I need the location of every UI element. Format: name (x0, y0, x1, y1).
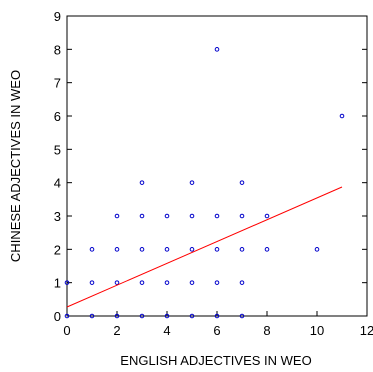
y-tick-label: 6 (54, 109, 61, 124)
y-tick-label: 9 (54, 9, 61, 24)
data-point (339, 113, 345, 119)
data-point (239, 180, 245, 185)
y-tick-label: 4 (54, 176, 61, 191)
x-axis-title: ENGLISH ADJECTIVES IN WEO (120, 353, 311, 368)
data-point (139, 180, 145, 185)
axis-ticks (66, 15, 368, 317)
y-tick-label: 2 (54, 242, 61, 257)
data-point (264, 213, 270, 219)
x-tick-label: 6 (213, 323, 220, 338)
regression-line (66, 186, 343, 308)
data-point (139, 247, 145, 252)
plot-frame (66, 15, 368, 317)
data-point (314, 247, 320, 252)
data-point (114, 313, 120, 319)
data-point (214, 280, 220, 285)
data-point (189, 213, 195, 219)
data-point (164, 313, 170, 319)
data-point (164, 213, 170, 219)
data-point (164, 280, 170, 285)
y-tick-label: 3 (54, 209, 61, 224)
data-point (139, 280, 145, 285)
y-tick-label: 0 (54, 309, 61, 324)
data-point (114, 213, 120, 219)
data-point (214, 213, 220, 219)
y-axis-title: CHINESE ADJECTIVES IN WEO (8, 70, 23, 262)
data-point (189, 180, 195, 185)
y-tick-label: 7 (54, 76, 61, 91)
x-tick-label: 0 (63, 323, 70, 338)
data-point (189, 280, 195, 285)
data-point (239, 280, 245, 285)
data-point (189, 313, 195, 319)
data-point (164, 247, 170, 252)
data-point (139, 213, 145, 219)
x-tick-label: 12 (360, 323, 373, 338)
data-point (239, 213, 245, 219)
y-tick-label: 5 (54, 142, 61, 157)
x-tick-label: 2 (113, 323, 120, 338)
data-point (89, 280, 95, 285)
data-point (89, 313, 95, 319)
x-tick-label: 4 (163, 323, 170, 338)
data-point (214, 47, 220, 52)
data-point (64, 313, 70, 319)
data-point (239, 313, 245, 319)
data-point (214, 247, 220, 252)
data-point (139, 313, 145, 319)
data-point (114, 280, 120, 285)
chart-marks (64, 47, 345, 319)
data-point (114, 247, 120, 252)
data-point (64, 280, 70, 285)
y-tick-label: 8 (54, 42, 61, 57)
data-point (214, 313, 220, 319)
x-tick-label: 8 (263, 323, 270, 338)
x-tick-label: 10 (310, 323, 324, 338)
y-tick-label: 1 (54, 276, 61, 291)
data-point (264, 247, 270, 252)
data-point (239, 247, 245, 252)
data-point (89, 247, 95, 252)
data-point (189, 247, 195, 252)
